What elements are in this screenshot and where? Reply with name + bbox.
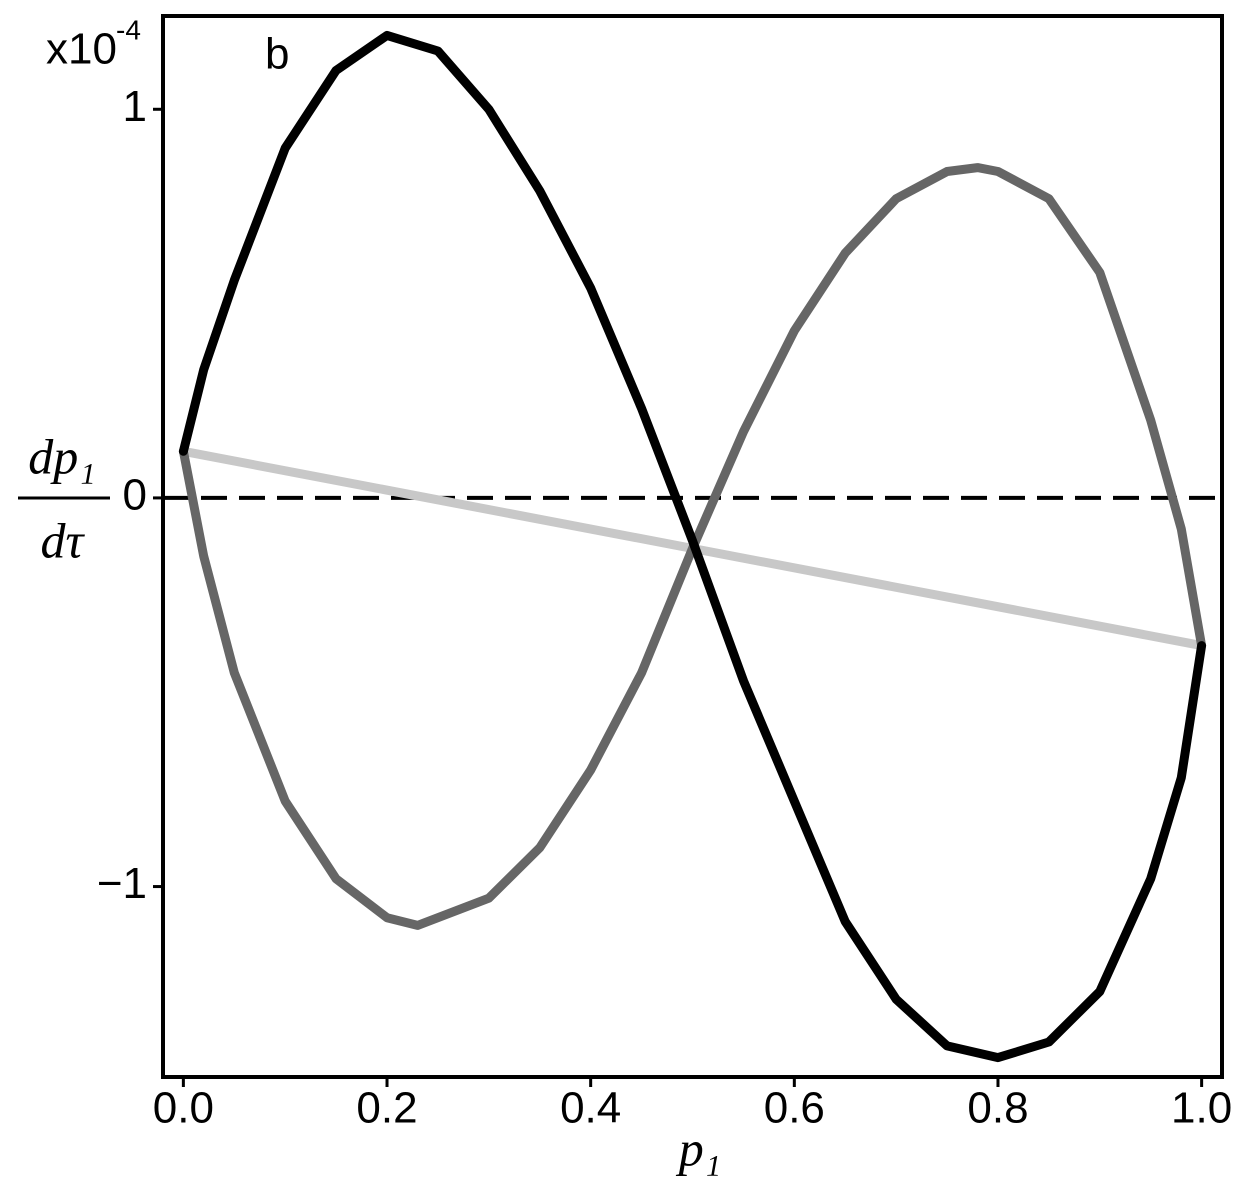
y-label-numerator: dp₁ [28,428,95,484]
x-tick-label: 1.0 [1171,1084,1232,1133]
x-tick-label: 0.0 [153,1084,214,1133]
y-tick-label: 1 [123,82,147,131]
multiplier-exponent: -4 [116,14,141,45]
x-tick-label: 0.6 [764,1084,825,1133]
x-label: p₁ [676,1120,721,1176]
y-tick-label: 0 [123,471,147,520]
panel-label: b [265,30,289,79]
plot-frame [161,14,1224,1079]
y-label-denominator: dτ [41,512,86,568]
series-line [178,163,1207,930]
y-tick-label: −1 [97,859,147,908]
x-tick-label: 0.8 [967,1084,1028,1133]
series-line [178,30,1207,1063]
multiplier-base: x10 [46,25,117,74]
x-tick-label: 0.2 [356,1084,417,1133]
x-tick-label: 0.4 [560,1084,621,1133]
